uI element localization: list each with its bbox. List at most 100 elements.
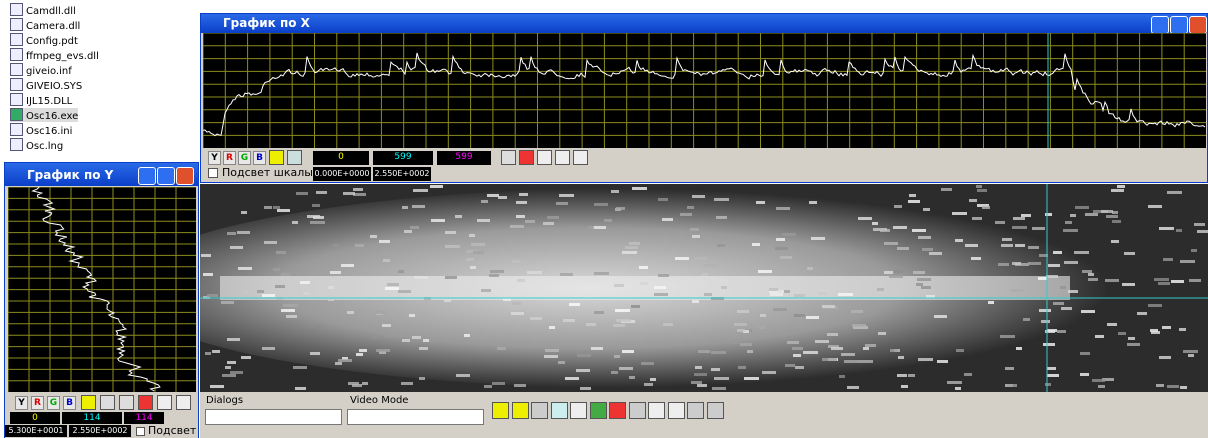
noise bbox=[776, 207, 790, 210]
noise bbox=[1151, 331, 1160, 334]
tool-icon[interactable] bbox=[492, 402, 509, 419]
noise bbox=[348, 382, 359, 385]
tool-icon[interactable] bbox=[531, 402, 548, 419]
noise bbox=[419, 347, 428, 350]
minimize-button[interactable] bbox=[1151, 16, 1169, 34]
noise bbox=[1068, 290, 1078, 293]
noise bbox=[1180, 260, 1195, 263]
tool-icon[interactable] bbox=[100, 395, 115, 410]
tool-icon[interactable] bbox=[707, 402, 724, 419]
noise bbox=[300, 281, 310, 284]
noise bbox=[330, 271, 341, 274]
noise bbox=[663, 323, 673, 326]
close-button[interactable] bbox=[176, 167, 194, 185]
tool-icon[interactable] bbox=[570, 402, 587, 419]
file-item[interactable]: giveio.inf bbox=[10, 63, 72, 77]
channel-button[interactable]: G bbox=[47, 396, 60, 410]
noise bbox=[1074, 251, 1089, 254]
noise bbox=[470, 266, 476, 269]
noise bbox=[1106, 215, 1118, 218]
noise bbox=[469, 234, 475, 237]
tool-icon[interactable] bbox=[501, 150, 516, 165]
noise bbox=[1180, 386, 1187, 389]
noise bbox=[343, 192, 355, 195]
channel-button[interactable]: G bbox=[238, 151, 251, 165]
minimize-button[interactable] bbox=[138, 167, 156, 185]
tool-icon[interactable] bbox=[555, 150, 570, 165]
noise bbox=[375, 311, 386, 314]
tool-icon[interactable] bbox=[648, 402, 665, 419]
file-item[interactable]: Config.pdt bbox=[10, 33, 78, 47]
maximize-button[interactable] bbox=[1170, 16, 1188, 34]
tool-icon[interactable] bbox=[609, 402, 626, 419]
window-title: График по X bbox=[201, 14, 1207, 33]
noise bbox=[898, 356, 904, 359]
noise bbox=[464, 334, 470, 337]
file-item[interactable]: Camera.dll bbox=[10, 18, 80, 32]
file-item[interactable]: Osc16.exe bbox=[10, 108, 78, 122]
noise bbox=[376, 349, 390, 352]
noise bbox=[238, 267, 252, 270]
maximize-button[interactable] bbox=[157, 167, 175, 185]
tool-icon[interactable] bbox=[573, 150, 588, 165]
tool-icon[interactable] bbox=[157, 395, 172, 410]
group-label: Video Mode bbox=[350, 395, 408, 406]
channel-button[interactable]: B bbox=[253, 151, 266, 165]
file-item[interactable]: Osc.lng bbox=[10, 138, 63, 152]
noise bbox=[414, 276, 428, 279]
channel-button[interactable]: B bbox=[63, 396, 76, 410]
combo-box[interactable] bbox=[347, 409, 484, 425]
file-item[interactable]: ffmpeg_evs.dll bbox=[10, 48, 99, 62]
checkbox[interactable] bbox=[208, 168, 218, 178]
tool-icon[interactable] bbox=[119, 395, 134, 410]
noise bbox=[1080, 352, 1090, 355]
tool-icon[interactable] bbox=[519, 150, 534, 165]
tool-icon[interactable] bbox=[138, 395, 153, 410]
close-button[interactable] bbox=[1189, 16, 1207, 34]
channel-button[interactable]: Y bbox=[208, 151, 221, 165]
noise bbox=[884, 271, 893, 274]
file-item[interactable]: Osc16.ini bbox=[10, 123, 72, 137]
tool-icon[interactable] bbox=[81, 395, 96, 410]
tool-icon[interactable] bbox=[287, 150, 302, 165]
noise bbox=[1154, 278, 1169, 281]
noise bbox=[590, 326, 602, 329]
tool-icon[interactable] bbox=[590, 402, 607, 419]
noise bbox=[355, 244, 364, 247]
noise bbox=[341, 264, 354, 267]
checkbox[interactable] bbox=[136, 427, 145, 436]
tool-icon[interactable] bbox=[551, 402, 568, 419]
noise bbox=[516, 215, 525, 218]
tool-icon[interactable] bbox=[537, 150, 552, 165]
file-item[interactable]: GIVEIO.SYS bbox=[10, 78, 82, 92]
noise bbox=[487, 194, 499, 197]
tool-icon[interactable] bbox=[176, 395, 191, 410]
noise bbox=[734, 323, 747, 326]
noise bbox=[947, 381, 962, 384]
noise bbox=[1159, 227, 1174, 230]
tool-icon[interactable] bbox=[668, 402, 685, 419]
noise bbox=[611, 371, 618, 374]
noise bbox=[759, 326, 766, 329]
noise bbox=[1046, 275, 1058, 278]
noise bbox=[1148, 205, 1162, 208]
noise bbox=[576, 369, 590, 372]
tool-icon[interactable] bbox=[512, 402, 529, 419]
noise bbox=[525, 220, 535, 223]
noise bbox=[1189, 279, 1201, 282]
noise bbox=[308, 325, 322, 328]
file-name: Osc16.ini bbox=[26, 126, 72, 137]
combo-box[interactable] bbox=[205, 409, 342, 425]
tool-icon[interactable] bbox=[629, 402, 646, 419]
tool-icon[interactable] bbox=[687, 402, 704, 419]
file-item[interactable]: Camdll.dll bbox=[10, 3, 76, 17]
file-item[interactable]: IJL15.DLL bbox=[10, 93, 72, 107]
channel-button[interactable]: R bbox=[31, 396, 44, 410]
channel-button[interactable]: R bbox=[223, 151, 236, 165]
noise bbox=[792, 347, 803, 350]
tool-icon[interactable] bbox=[269, 150, 284, 165]
window-y: График по Y YRGB01141145.300E+00012.550E… bbox=[4, 162, 199, 438]
noise bbox=[316, 191, 327, 194]
noise bbox=[484, 385, 492, 388]
channel-button[interactable]: Y bbox=[15, 396, 28, 410]
